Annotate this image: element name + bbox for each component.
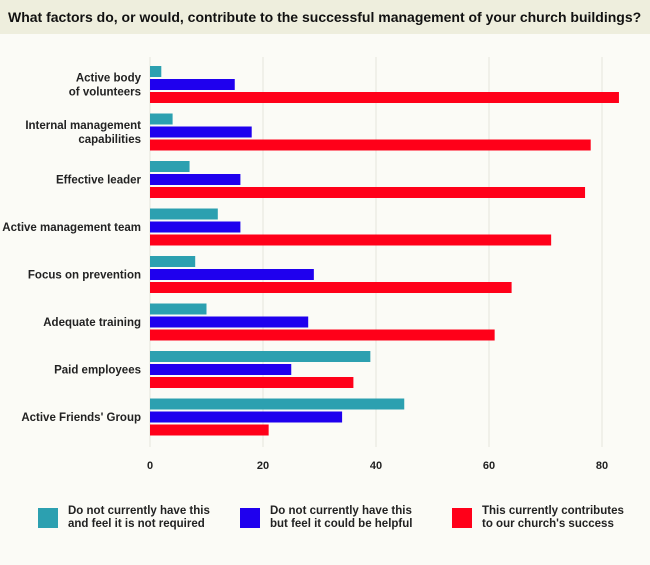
- legend-item-could-be-helpful: Do not currently have this but feel it co…: [240, 505, 412, 531]
- legend-label: but feel it could be helpful: [270, 518, 413, 530]
- bar-1: [150, 303, 207, 315]
- bar-1: [150, 66, 162, 77]
- bar-2: [150, 126, 252, 138]
- legend-label: to our church's success: [482, 518, 614, 530]
- category-label: Active body: [76, 73, 142, 85]
- bar-1: [150, 208, 218, 220]
- legend-label: and feel it is not required: [68, 518, 205, 530]
- legend-swatch: [38, 508, 58, 528]
- category-label: Internal management: [25, 120, 141, 132]
- bar-2: [150, 79, 235, 90]
- category-label: Active management team: [2, 222, 141, 234]
- bar-1: [150, 113, 173, 125]
- bar-2: [150, 221, 241, 233]
- bar-1: [150, 398, 405, 410]
- x-tick-label: 60: [483, 460, 495, 472]
- bar-3: [150, 377, 354, 388]
- category-label: Adequate training: [43, 317, 141, 329]
- bar-3: [150, 424, 269, 436]
- x-tick-label: 80: [596, 460, 608, 472]
- category-label: Focus on prevention: [28, 270, 141, 282]
- bar-3: [150, 329, 495, 341]
- legend-label: This currently contributes: [482, 505, 624, 517]
- bar-3: [150, 282, 512, 293]
- bar-1: [150, 351, 371, 362]
- category-label: capabilities: [78, 134, 141, 146]
- category-label: of volunteers: [69, 87, 141, 99]
- bar-3: [150, 139, 591, 151]
- legend-label: Do not currently have this: [68, 505, 210, 517]
- x-tick-label: 40: [370, 460, 382, 472]
- category-label: Active Friends' Group: [21, 412, 141, 424]
- bar-2: [150, 174, 241, 185]
- bar-3: [150, 187, 586, 198]
- x-tick-label: 0: [147, 460, 153, 472]
- bar-3: [150, 92, 619, 103]
- category-label: Paid employees: [54, 365, 141, 377]
- bar-2: [150, 364, 292, 375]
- x-tick-label: 20: [257, 460, 269, 472]
- category-label: Effective leader: [56, 175, 142, 187]
- legend-swatch: [452, 508, 472, 528]
- bar-3: [150, 234, 552, 246]
- legend-item-not-required: Do not currently have this and feel it is…: [38, 505, 210, 531]
- legend-swatch: [240, 508, 260, 528]
- bar-2: [150, 269, 314, 280]
- legend-item-contributes: This currently contributes to our church'…: [452, 505, 624, 531]
- bar-2: [150, 411, 343, 423]
- bar-chart: 0 20 40 60 80 Active body of volunteers Interna…: [2, 57, 619, 472]
- bar-2: [150, 316, 309, 328]
- chart-title: What factors do, or would, contribute to…: [0, 0, 650, 34]
- legend-label: Do not currently have this: [270, 505, 412, 517]
- bar-1: [150, 161, 190, 172]
- bar-1: [150, 256, 196, 267]
